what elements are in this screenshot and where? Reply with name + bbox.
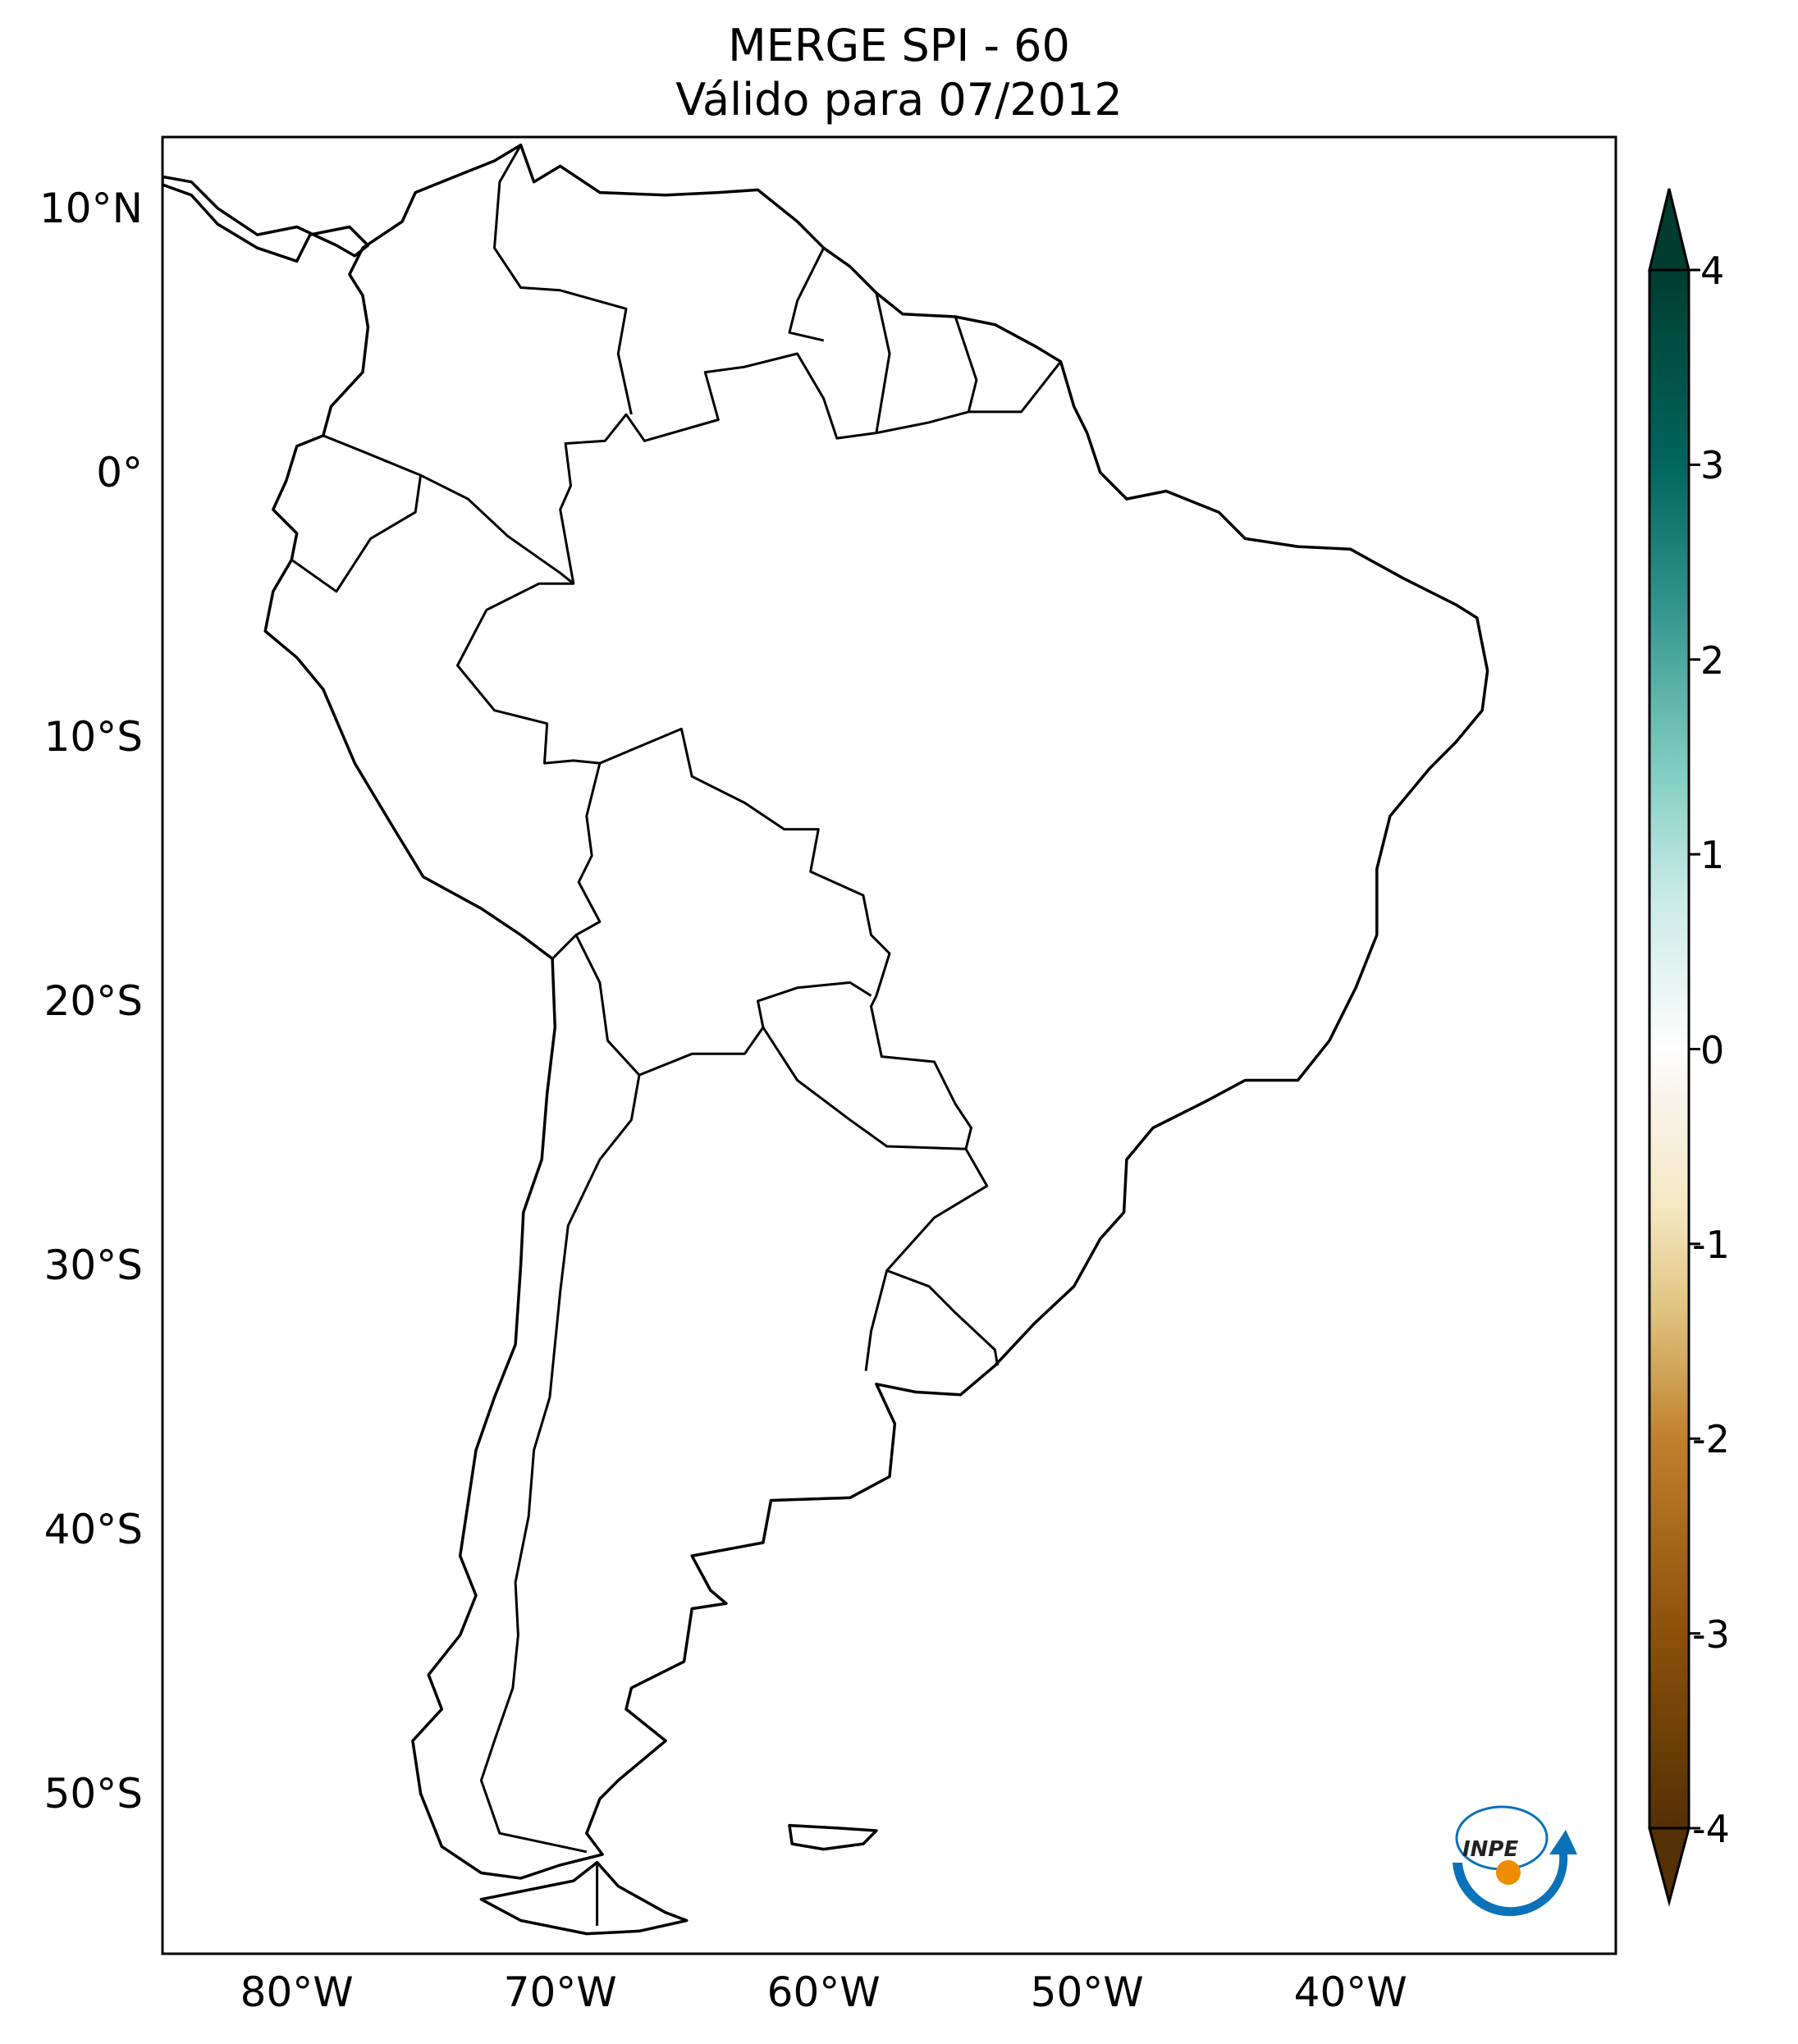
- spi-anomaly-region: [876, 1239, 1034, 1397]
- country-border: [456, 352, 1062, 1366]
- spi-anomaly-region: [547, 420, 679, 551]
- y-tick-label: 30°S: [43, 1241, 143, 1289]
- coastline-falk: [788, 1823, 878, 1851]
- colorbar-tick-label: 0: [1700, 1027, 1725, 1072]
- spi-anomaly-region: [916, 632, 1047, 763]
- spi-anomaly-region: [534, 1530, 692, 1688]
- country-border: [638, 981, 872, 1077]
- colorbar-tick-label: -4: [1692, 1807, 1730, 1851]
- y-tick-label: 10°S: [43, 712, 143, 761]
- x-tick-label: 40°W: [1293, 1969, 1407, 2016]
- coastline-mainland: [263, 143, 1489, 1880]
- spi-anomaly-region: [679, 724, 810, 855]
- spi-anomaly-region: [771, 1054, 876, 1159]
- colorbar-tick-label: 2: [1700, 638, 1725, 683]
- country-border: [291, 434, 423, 593]
- colorbar-tick-label: 1: [1700, 833, 1725, 878]
- colorbar: [1648, 188, 1700, 1907]
- map-title-line2: Válido para 07/2012: [675, 74, 1123, 126]
- spi-anomaly-region: [1140, 896, 1350, 1106]
- y-tick-label: 10°N: [39, 184, 143, 232]
- colorbar-tick-label: -1: [1692, 1222, 1730, 1267]
- country-border: [419, 473, 574, 585]
- spi-anomaly-region: [521, 1424, 652, 1556]
- country-border: [479, 1074, 641, 1854]
- y-tick-label: 0°: [96, 448, 143, 496]
- spi-anomaly-region: [560, 1345, 771, 1555]
- spi-anomaly-region: [587, 182, 744, 340]
- country-border: [762, 1027, 967, 1150]
- spi-anomaly-region: [1272, 738, 1430, 895]
- inpe-logo: INPE: [1453, 1805, 1577, 1917]
- x-tick-label: 50°W: [1030, 1969, 1144, 2016]
- spi-anomaly-region: [639, 552, 797, 710]
- y-tick-label: 20°S: [43, 976, 143, 1025]
- spi-anomaly-region: [350, 209, 612, 472]
- coastline-tdf: [479, 1860, 689, 1936]
- spi-anomaly-region: [613, 1160, 718, 1265]
- colorbar-tick-label: 3: [1700, 443, 1725, 488]
- inpe-logo-text: INPE: [1462, 1837, 1518, 1862]
- spi-anomaly-region: [442, 487, 574, 618]
- country-border: [551, 762, 602, 960]
- map-title-line1: MERGE SPI - 60: [728, 20, 1070, 71]
- colorbar-tick-label: 4: [1700, 249, 1725, 293]
- country-border: [574, 934, 641, 1077]
- country-border: [493, 144, 633, 415]
- country-border: [875, 292, 891, 433]
- x-tick-label: 80°W: [240, 1969, 354, 2016]
- country-border: [864, 1270, 889, 1371]
- colorbar-tick-label: -3: [1692, 1612, 1730, 1657]
- spi-anomaly-region: [429, 1689, 587, 1846]
- coastline-panama: [162, 175, 370, 263]
- colorbar-extend-max: [1648, 188, 1690, 272]
- x-tick-label: 60°W: [766, 1969, 881, 2016]
- x-tick-label: 70°W: [503, 1969, 617, 2016]
- spi-anomaly-region: [956, 354, 1114, 512]
- country-border: [954, 316, 978, 413]
- map-frame: [161, 135, 1617, 1955]
- country-border: [788, 247, 826, 342]
- spi-anomaly-region: [745, 446, 903, 604]
- y-tick-label: 40°S: [43, 1505, 143, 1553]
- colorbar-extend-min: [1648, 1827, 1690, 1907]
- y-tick-label: 50°S: [43, 1769, 143, 1818]
- colorbar-tick-label: -2: [1692, 1417, 1730, 1462]
- spi-anomaly-region: [297, 632, 455, 789]
- spi-anomaly-region: [640, 1160, 903, 1423]
- colorbar-bar: [1648, 268, 1690, 1830]
